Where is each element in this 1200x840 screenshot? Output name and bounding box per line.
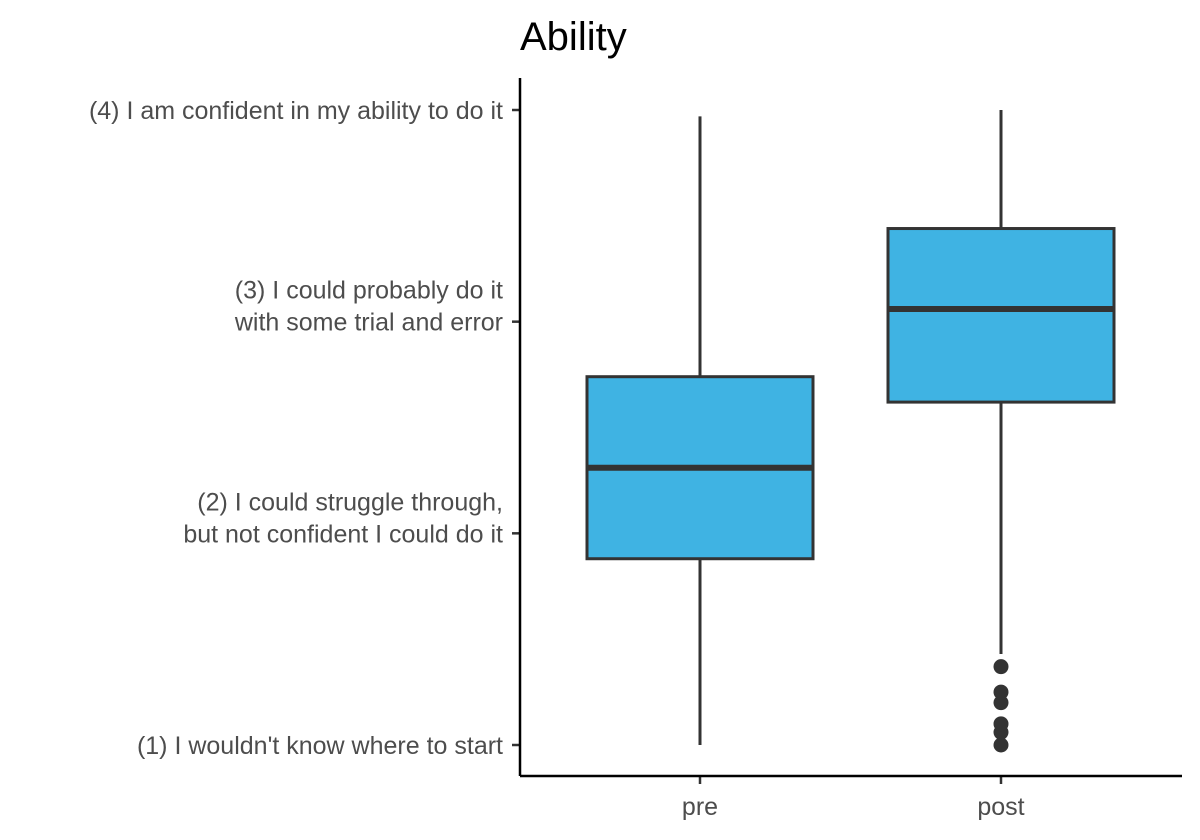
x-axis-ticks: pre post [682,776,1025,821]
y-tick-label-1-line-1: (1) I wouldn't know where to start [137,732,503,760]
chart-title: Ability [520,15,627,59]
x-tick-label-pre: pre [682,793,718,821]
outlier-point-post-4 [993,695,1009,711]
outlier-point-post-3 [993,716,1009,732]
x-tick-label-post: post [977,793,1024,821]
y-tick-label-3-line-2: with some trial and error [234,309,503,337]
y-tick-label-4: (4) I am confident in my ability to do i… [89,97,503,125]
y-tick-label-3: (3) I could probably do it with some tria… [234,277,503,337]
box-series [585,110,1116,753]
outlier-point-post-5 [993,684,1009,700]
outlier-point-post-1 [993,737,1009,753]
box-post [886,110,1116,753]
y-tick-label-2-line-2: but not confident I could do it [183,520,503,548]
iqr-box-post [886,227,1116,404]
y-tick-label-2: (2) I could struggle through, but not con… [183,488,503,548]
y-tick-label-4-line-1: (4) I am confident in my ability to do i… [89,97,503,125]
outlier-point-post-6 [993,659,1009,675]
y-axis-ticks: (1) I wouldn't know where to start (2) I … [89,97,520,760]
y-tick-label-3-line-1: (3) I could probably do it [235,277,503,305]
y-tick-label-1: (1) I wouldn't know where to start [137,732,503,760]
y-tick-label-2-line-1: (2) I could struggle through, [197,488,503,516]
box-pre [585,116,815,745]
